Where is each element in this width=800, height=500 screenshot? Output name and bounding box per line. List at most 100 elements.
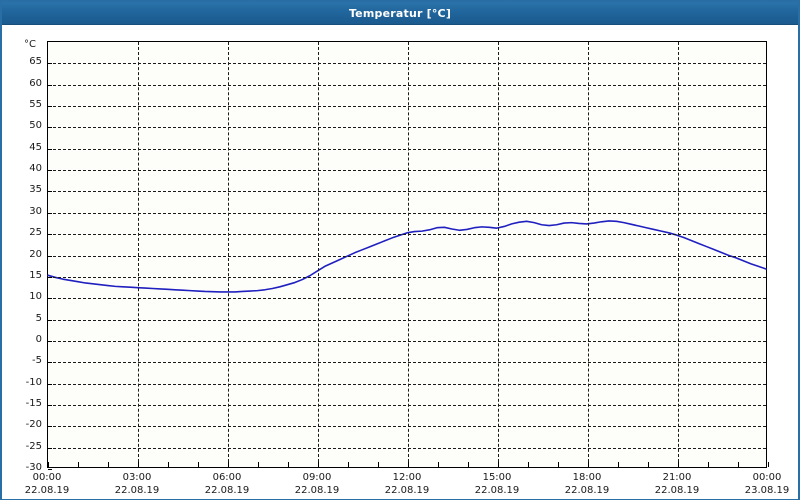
gridline-horizontal (48, 191, 766, 193)
temperature-line (47, 220, 767, 293)
x-tick-mark (648, 462, 649, 467)
x-tick-date: 22.08.19 (654, 485, 700, 496)
x-tick-mark (258, 462, 259, 467)
y-tick-label: 45 (29, 141, 42, 153)
y-tick-label: 55 (29, 99, 42, 111)
gridline-horizontal (48, 447, 766, 449)
x-tick-date: 22.08.19 (474, 485, 520, 496)
x-tick-label: 09:00 22.08.19 (295, 471, 340, 497)
x-tick-mark (768, 462, 769, 467)
x-tick-date: 23.08.19 (744, 485, 790, 496)
x-axis-labels: 00:00 22.08.19 03:00 22.08.19 06:00 22.08.19 0… (25, 471, 790, 499)
y-tick-mark (48, 148, 52, 150)
y-tick-mark (48, 469, 52, 470)
y-tick-label: 25 (29, 227, 42, 239)
x-tick-mark (198, 462, 199, 467)
y-tick-mark (48, 276, 52, 278)
x-tick-mark (738, 462, 739, 467)
gridline-horizontal (48, 404, 766, 406)
x-tick-mark (528, 462, 529, 467)
x-tick-mark (48, 462, 49, 467)
x-tick-mark (108, 462, 109, 467)
x-tick-mark (678, 462, 679, 467)
x-tick-time: 06:00 (212, 472, 242, 483)
x-tick-mark (138, 462, 139, 467)
y-tick-label: 20 (29, 248, 42, 260)
y-tick-label: -25 (25, 440, 42, 452)
y-tick-mark (48, 298, 52, 300)
y-tick-mark (48, 383, 52, 385)
x-tick-time: 00:00 (752, 472, 782, 483)
y-tick-mark (48, 212, 52, 214)
window-title-bar: Temperatur [°C] (2, 2, 798, 25)
x-tick-time: 12:00 (392, 472, 422, 483)
gridline-horizontal (48, 234, 766, 236)
x-tick-mark (288, 462, 289, 467)
x-tick-date: 22.08.19 (384, 485, 430, 496)
temperature-series-svg (47, 220, 767, 293)
x-tick-label: 12:00 22.08.19 (385, 471, 430, 497)
x-tick-mark (588, 462, 589, 467)
y-tick-label: -30 (25, 462, 42, 473)
x-tick-mark (228, 462, 229, 467)
y-tick-mark (48, 170, 52, 172)
gridline-vertical (588, 42, 589, 467)
gridline-vertical (678, 42, 679, 467)
y-tick-mark (48, 106, 52, 108)
gridline-horizontal (48, 426, 766, 428)
y-tick-label: -15 (25, 397, 42, 409)
y-tick-mark (48, 63, 52, 65)
x-tick-time: 15:00 (482, 472, 512, 483)
x-tick-mark (438, 462, 439, 467)
y-tick-label: -20 (25, 419, 42, 431)
gridline-horizontal (48, 170, 766, 172)
y-tick-label: 35 (29, 184, 42, 196)
x-tick-mark (708, 462, 709, 467)
gridline-vertical (318, 42, 319, 467)
x-tick-label: 18:00 22.08.19 (565, 471, 610, 497)
y-tick-mark (48, 191, 52, 193)
gridline-horizontal (48, 298, 766, 300)
y-tick-mark (48, 404, 52, 406)
gridline-horizontal (48, 127, 766, 129)
y-axis-unit-label: °C (24, 39, 36, 50)
y-tick-label: -5 (32, 355, 42, 367)
y-tick-mark (48, 362, 52, 364)
x-tick-mark (498, 462, 499, 467)
x-tick-time: 00:00 (32, 472, 62, 483)
y-axis-labels: 65 60 55 50 45 40 35 30 25 20 15 10 5 0 -5 -10 -15 -20 -25… (2, 41, 42, 473)
y-tick-label: 65 (29, 56, 42, 68)
y-tick-mark (48, 319, 52, 321)
gridline-vertical (498, 42, 499, 467)
gridline-horizontal (48, 276, 766, 278)
plot-region (47, 41, 769, 470)
y-tick-mark (48, 234, 52, 236)
y-tick-label: 40 (29, 163, 42, 175)
x-tick-mark (168, 462, 169, 467)
gridline-horizontal (48, 383, 766, 385)
gridline-horizontal (48, 106, 766, 108)
page-title: Temperatur [°C] (348, 6, 452, 20)
y-tick-label: 60 (29, 77, 42, 89)
x-tick-time: 03:00 (122, 472, 152, 483)
x-tick-date: 22.08.19 (294, 485, 340, 496)
y-tick-label: 15 (29, 269, 42, 281)
x-tick-label: 15:00 22.08.19 (475, 471, 520, 497)
x-tick-mark (348, 462, 349, 467)
y-tick-mark (48, 426, 52, 428)
x-tick-date: 22.08.19 (114, 485, 160, 496)
gridline-horizontal (48, 255, 766, 257)
x-tick-label: 00:00 22.08.19 (25, 471, 70, 497)
x-tick-date: 22.08.19 (564, 485, 610, 496)
gridline-vertical (228, 42, 229, 467)
y-tick-mark (48, 340, 52, 342)
gridline-horizontal (48, 63, 766, 65)
x-tick-mark (618, 462, 619, 467)
gridline-horizontal (48, 84, 766, 86)
x-tick-label: 06:00 22.08.19 (205, 471, 250, 497)
y-tick-mark (48, 447, 52, 449)
x-tick-time: 18:00 (572, 472, 602, 483)
x-tick-time: 21:00 (662, 472, 692, 483)
gridline-horizontal (48, 319, 766, 321)
